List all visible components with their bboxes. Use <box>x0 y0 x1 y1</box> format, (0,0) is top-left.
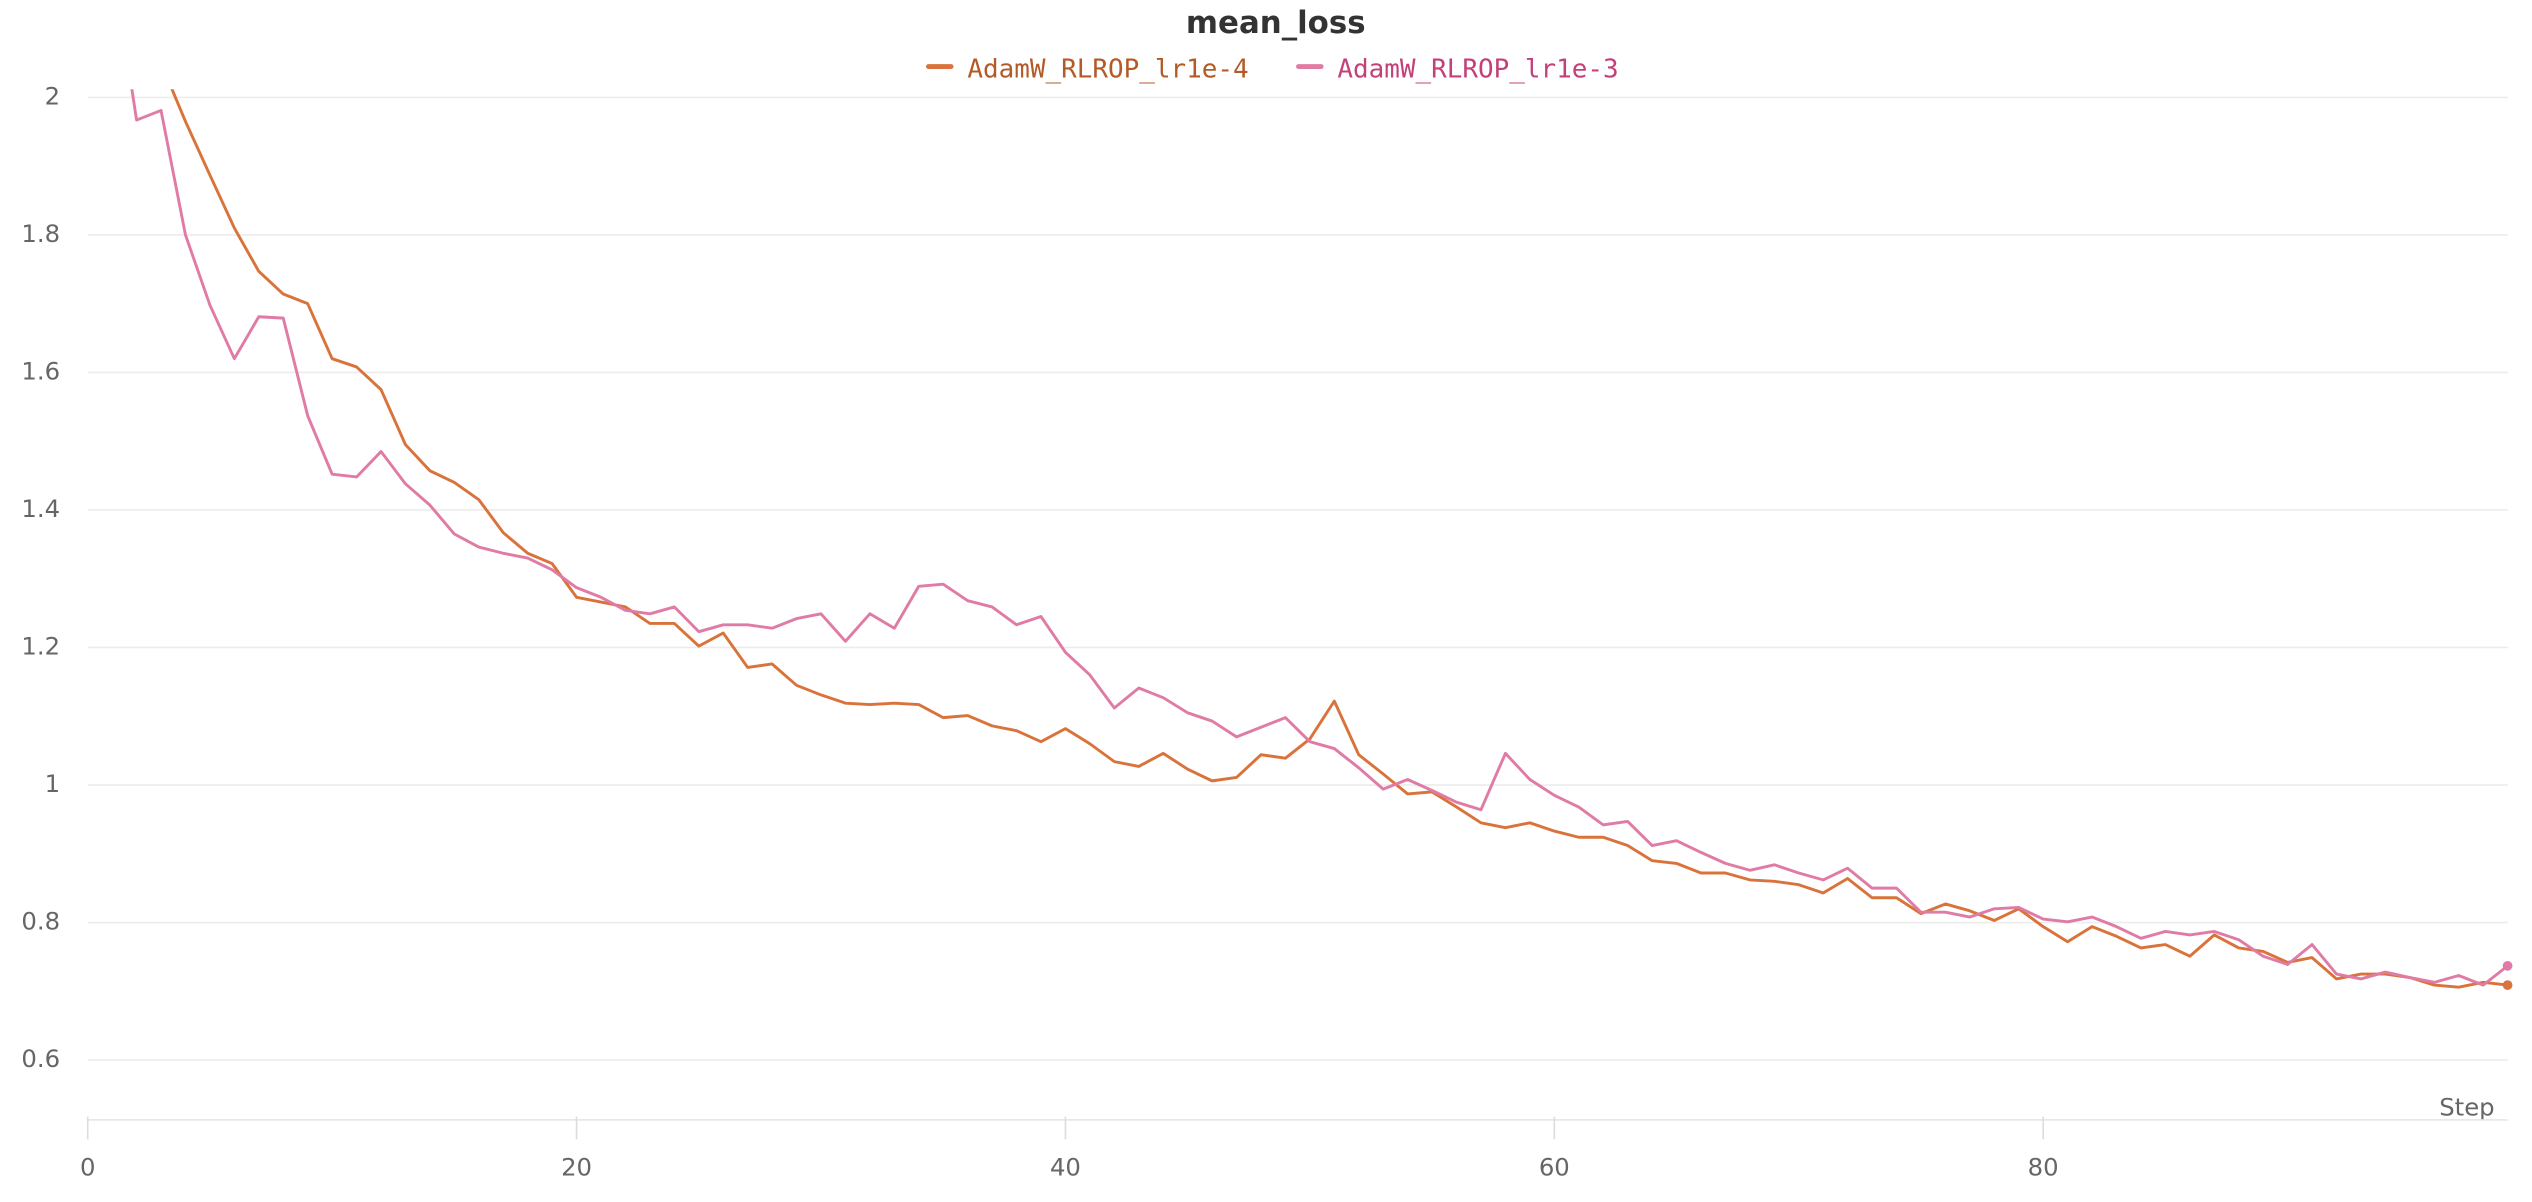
y-tick-label: 1.8 <box>21 219 60 248</box>
legend-label: AdamW_RLROP_lr1e-3 <box>1337 54 1618 84</box>
x-tick-label: 40 <box>1050 1153 1081 1182</box>
y-tick-label: 1.6 <box>21 356 60 385</box>
y-tick-label: 1 <box>45 769 60 798</box>
y-tick-label: 2 <box>45 81 60 110</box>
y-tick-label: 0.8 <box>21 907 60 936</box>
x-tick-label: 60 <box>1539 1153 1570 1182</box>
x-tick-label: 0 <box>80 1153 95 1182</box>
x-tick-label: 20 <box>561 1153 592 1182</box>
y-tick-label: 1.4 <box>21 494 60 523</box>
y-tick-label: 1.2 <box>21 631 60 660</box>
line-series <box>130 89 2509 987</box>
y-tick-label: 0.6 <box>21 1044 60 1073</box>
end-point <box>2502 980 2513 990</box>
line-series <box>170 89 2508 989</box>
x-axis-label: Step <box>2439 1093 2494 1122</box>
end-point <box>2502 960 2513 971</box>
legend: AdamW_RLROP_lr1e-4 AdamW_RLROP_lr1e-3 <box>925 54 1619 84</box>
legend-label: AdamW_RLROP_lr1e-4 <box>967 54 1248 84</box>
x-tick-label: 80 <box>2028 1153 2059 1182</box>
chart-title: mean_loss <box>1186 5 1366 41</box>
